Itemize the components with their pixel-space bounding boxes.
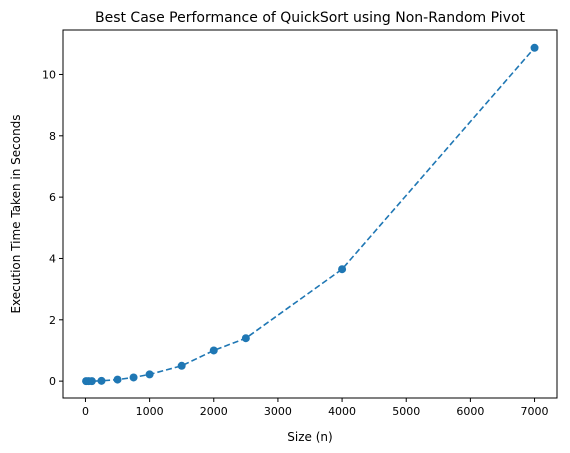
x-tick-label: 0 xyxy=(82,405,89,418)
data-point xyxy=(338,265,347,274)
data-point xyxy=(177,361,186,370)
x-tick-label: 4000 xyxy=(328,405,356,418)
data-point xyxy=(145,370,154,379)
data-point xyxy=(209,346,218,355)
x-tick-label: 2000 xyxy=(200,405,228,418)
y-tick-label: 8 xyxy=(49,130,56,143)
x-tick-label: 7000 xyxy=(521,405,549,418)
y-tick-label: 0 xyxy=(49,375,56,388)
data-point xyxy=(530,43,539,52)
series-layer xyxy=(82,43,539,386)
plot-frame xyxy=(62,29,558,399)
y-axis: 0 2 4 6 8 10 xyxy=(42,68,63,388)
plot-area xyxy=(62,29,558,399)
chart-title: Best Case Performance of QuickSort using… xyxy=(95,10,526,26)
y-tick-label: 10 xyxy=(42,68,56,81)
y-axis-label: Execution Time Taken in Seconds xyxy=(9,114,23,313)
y-tick-label: 4 xyxy=(49,252,56,265)
x-tick-label: 6000 xyxy=(456,405,484,418)
x-tick-label: 5000 xyxy=(392,405,420,418)
x-axis-label: Size (n) xyxy=(287,430,332,444)
x-tick-label: 1000 xyxy=(136,405,164,418)
data-point xyxy=(113,375,122,384)
series-line xyxy=(86,47,536,382)
x-axis: 0 1000 2000 3000 4000 5000 6000 7000 xyxy=(82,398,549,418)
data-point xyxy=(129,373,138,382)
y-tick-label: 2 xyxy=(49,314,56,327)
y-tick-label: 6 xyxy=(49,191,56,204)
data-point xyxy=(97,376,106,385)
data-point xyxy=(87,377,96,386)
data-point xyxy=(241,334,250,343)
x-tick-label: 3000 xyxy=(264,405,292,418)
